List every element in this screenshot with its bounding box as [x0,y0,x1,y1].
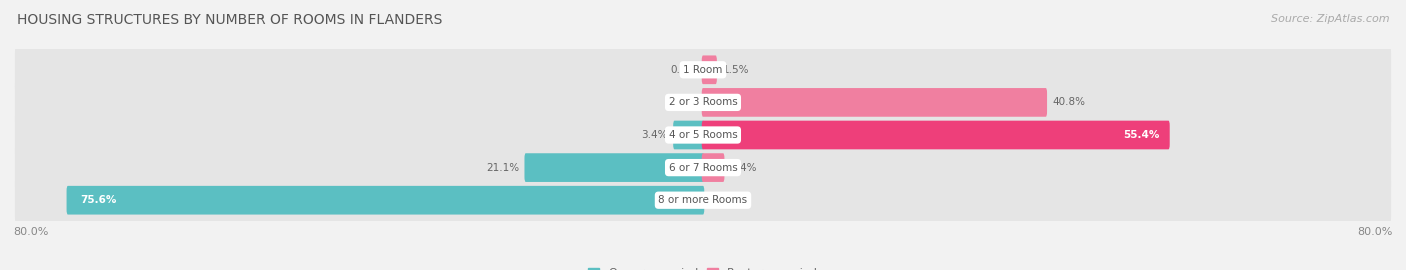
Text: 1 Room: 1 Room [683,65,723,75]
FancyBboxPatch shape [524,153,704,182]
Text: 0.0%: 0.0% [710,195,735,205]
Text: 6 or 7 Rooms: 6 or 7 Rooms [669,163,737,173]
FancyBboxPatch shape [66,186,704,215]
FancyBboxPatch shape [15,74,1391,131]
FancyBboxPatch shape [702,55,717,84]
Text: 0.0%: 0.0% [671,97,696,107]
Text: 4 or 5 Rooms: 4 or 5 Rooms [669,130,737,140]
Text: HOUSING STRUCTURES BY NUMBER OF ROOMS IN FLANDERS: HOUSING STRUCTURES BY NUMBER OF ROOMS IN… [17,14,443,28]
Text: 8 or more Rooms: 8 or more Rooms [658,195,748,205]
Legend: Owner-occupied, Renter-occupied: Owner-occupied, Renter-occupied [585,264,821,270]
FancyBboxPatch shape [15,107,1391,163]
Text: 2 or 3 Rooms: 2 or 3 Rooms [669,97,737,107]
Text: 21.1%: 21.1% [486,163,519,173]
FancyBboxPatch shape [673,121,704,149]
FancyBboxPatch shape [15,41,1391,98]
Text: 1.5%: 1.5% [723,65,749,75]
Text: 55.4%: 55.4% [1123,130,1160,140]
Text: Source: ZipAtlas.com: Source: ZipAtlas.com [1271,14,1389,23]
Text: 40.8%: 40.8% [1053,97,1085,107]
FancyBboxPatch shape [702,121,1170,149]
FancyBboxPatch shape [702,153,724,182]
FancyBboxPatch shape [15,172,1391,229]
Text: 3.4%: 3.4% [641,130,668,140]
FancyBboxPatch shape [15,139,1391,196]
Text: 75.6%: 75.6% [80,195,117,205]
Text: 2.4%: 2.4% [730,163,756,173]
Text: 0.0%: 0.0% [671,65,696,75]
FancyBboxPatch shape [702,88,1047,117]
